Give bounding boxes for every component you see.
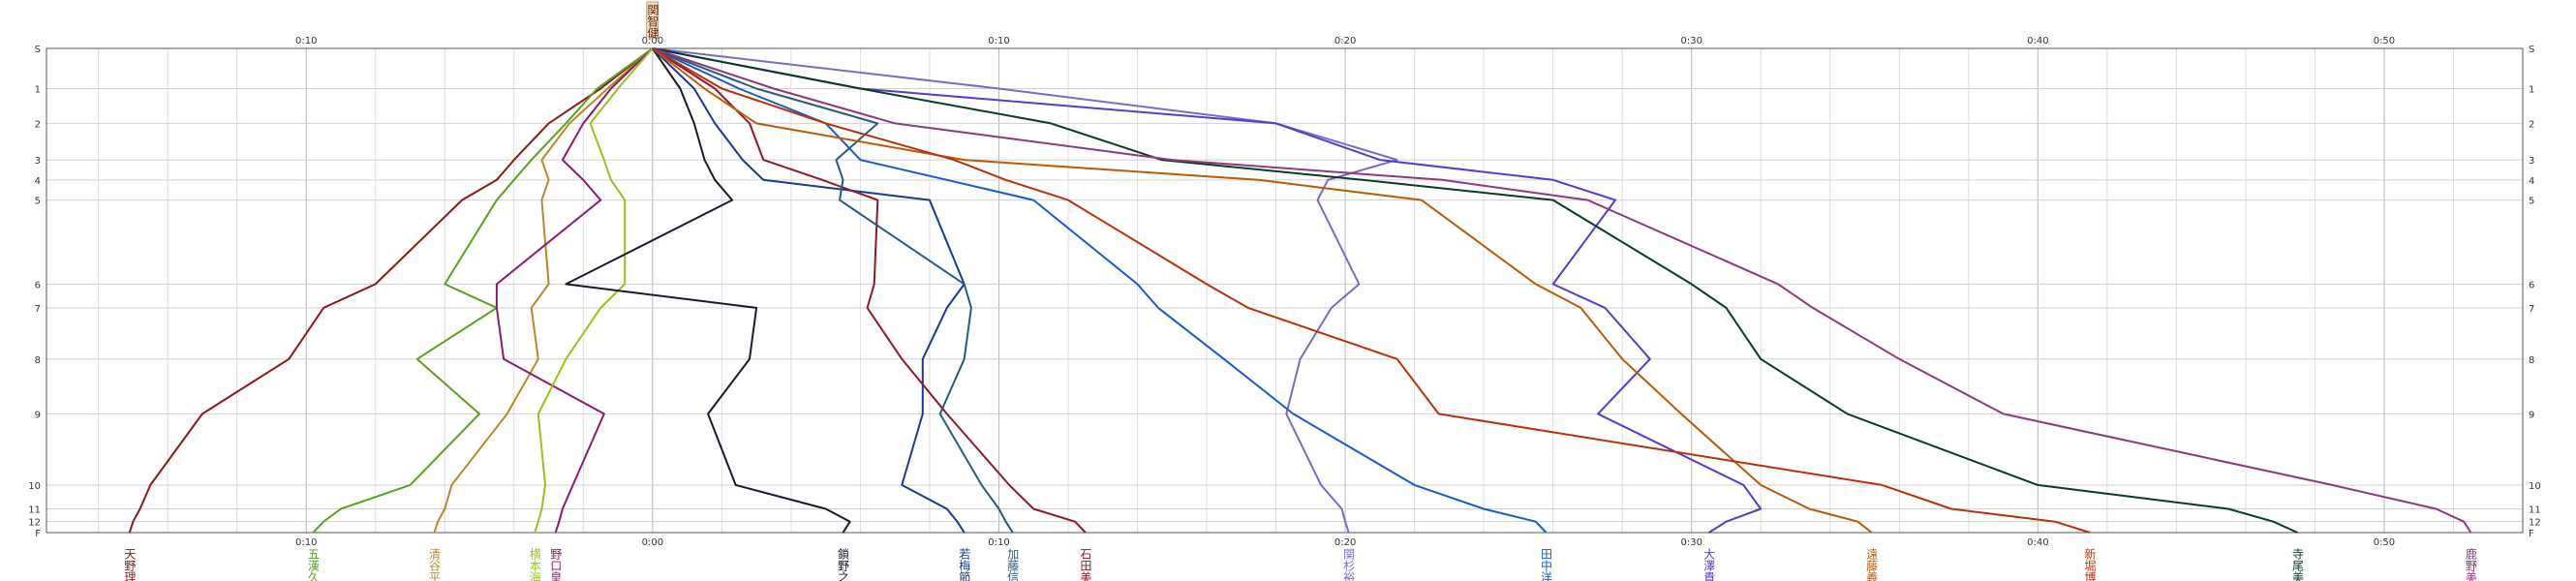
x-tick-label-top: 0:10 — [295, 36, 317, 46]
x-tick-label-bottom: 0:30 — [1680, 537, 1702, 548]
control-label-right: 10 — [2529, 481, 2541, 492]
control-label-left: 5 — [35, 197, 41, 207]
x-tick-label-bottom: 0:00 — [642, 537, 663, 548]
series-line — [652, 47, 2298, 534]
runner-label: 加藤信 — [1006, 548, 1020, 581]
control-label-left: 4 — [35, 176, 41, 187]
series-lines — [128, 47, 2472, 534]
control-label-right: 7 — [2529, 304, 2534, 315]
control-label-left: 2 — [35, 119, 41, 130]
runner-label: 野口皇 — [549, 548, 563, 581]
series-line — [652, 47, 2472, 534]
runner-label: 田中洋 — [1540, 548, 1553, 581]
control-label-right: 8 — [2529, 355, 2534, 366]
runner-label: 清谷平 — [428, 548, 442, 581]
control-label-right: F — [2529, 529, 2534, 539]
x-tick-label-bottom: 0:10 — [988, 537, 1009, 548]
x-tick-label-top: 0:50 — [2374, 36, 2395, 46]
control-label-right: 6 — [2529, 280, 2534, 290]
control-label-right: 3 — [2529, 156, 2534, 167]
control-label-left: S — [35, 45, 41, 55]
series-line — [652, 47, 966, 534]
control-label-right: 1 — [2529, 85, 2534, 96]
x-tick-label-top: 0:30 — [1680, 36, 1702, 46]
x-tick-label-top: 0:40 — [2027, 36, 2048, 46]
x-tick-label-top: 0:20 — [1334, 36, 1356, 46]
runner-label: 新堀博 — [2083, 547, 2097, 581]
x-tick-label-bottom: 0:40 — [2027, 537, 2048, 548]
runner-label: 寺尾美 — [2291, 548, 2305, 581]
control-label-left: 7 — [35, 304, 41, 315]
series-line — [652, 47, 1763, 534]
control-label-left: 11 — [28, 505, 41, 515]
series-line — [128, 47, 654, 534]
control-label-left: 12 — [28, 518, 41, 529]
series-line — [433, 47, 654, 534]
reference-runner-label: 関智健 — [646, 4, 659, 39]
axes: 0:10 0:10 0:00 0:00 0:10 0:10 0:20 0:20 0:30 0:30… — [28, 1, 2541, 548]
runner-label: 若梅節 — [958, 548, 971, 581]
series-line — [652, 47, 1548, 534]
runner-label: 大澤貴 — [1702, 548, 1716, 581]
control-label-left: 3 — [35, 156, 41, 167]
series-line — [652, 47, 1873, 534]
x-tick-label-bottom: 0:20 — [1334, 537, 1356, 548]
runner-label: 天野理 — [123, 548, 137, 581]
plot-frame — [46, 47, 2524, 534]
x-tick-label-bottom: 0:10 — [295, 537, 317, 548]
control-label-right: S — [2529, 45, 2534, 55]
control-label-right: 12 — [2529, 518, 2541, 529]
control-label-left: 6 — [35, 280, 41, 290]
series-line — [495, 47, 654, 534]
runner-label: 横本海 — [528, 548, 541, 581]
runner-label: 鹿野美 — [2464, 547, 2477, 581]
series-line — [534, 47, 654, 534]
series-line — [652, 47, 1087, 534]
series-line — [652, 47, 1014, 534]
control-label-left: F — [35, 529, 41, 539]
control-label-right: 2 — [2529, 119, 2534, 130]
reference-label-box — [646, 1, 659, 38]
x-tick-label-bottom: 0:50 — [2374, 537, 2395, 548]
control-label-left: 10 — [28, 481, 41, 492]
control-label-right: 9 — [2529, 410, 2534, 420]
series-line — [565, 47, 851, 534]
runner-label: 五漢久 — [306, 548, 320, 581]
x-tick-label-top: 0:00 — [642, 36, 663, 46]
control-label-right: 11 — [2529, 505, 2541, 515]
x-tick-label-top: 0:10 — [988, 36, 1009, 46]
series-line — [312, 47, 654, 534]
control-label-right: 5 — [2529, 197, 2534, 207]
runner-label: 鎖野之 — [837, 547, 850, 581]
control-label-left: 9 — [35, 410, 41, 420]
control-label-left: 1 — [35, 85, 41, 96]
runner-label: 遠藤義 — [1865, 548, 1879, 581]
runner-label: 石田美 — [1079, 548, 1092, 581]
control-label-left: 8 — [35, 355, 41, 366]
series-line — [652, 47, 2091, 534]
control-label-right: 4 — [2529, 176, 2534, 187]
runner-label: 関杉裕 — [1342, 548, 1356, 581]
